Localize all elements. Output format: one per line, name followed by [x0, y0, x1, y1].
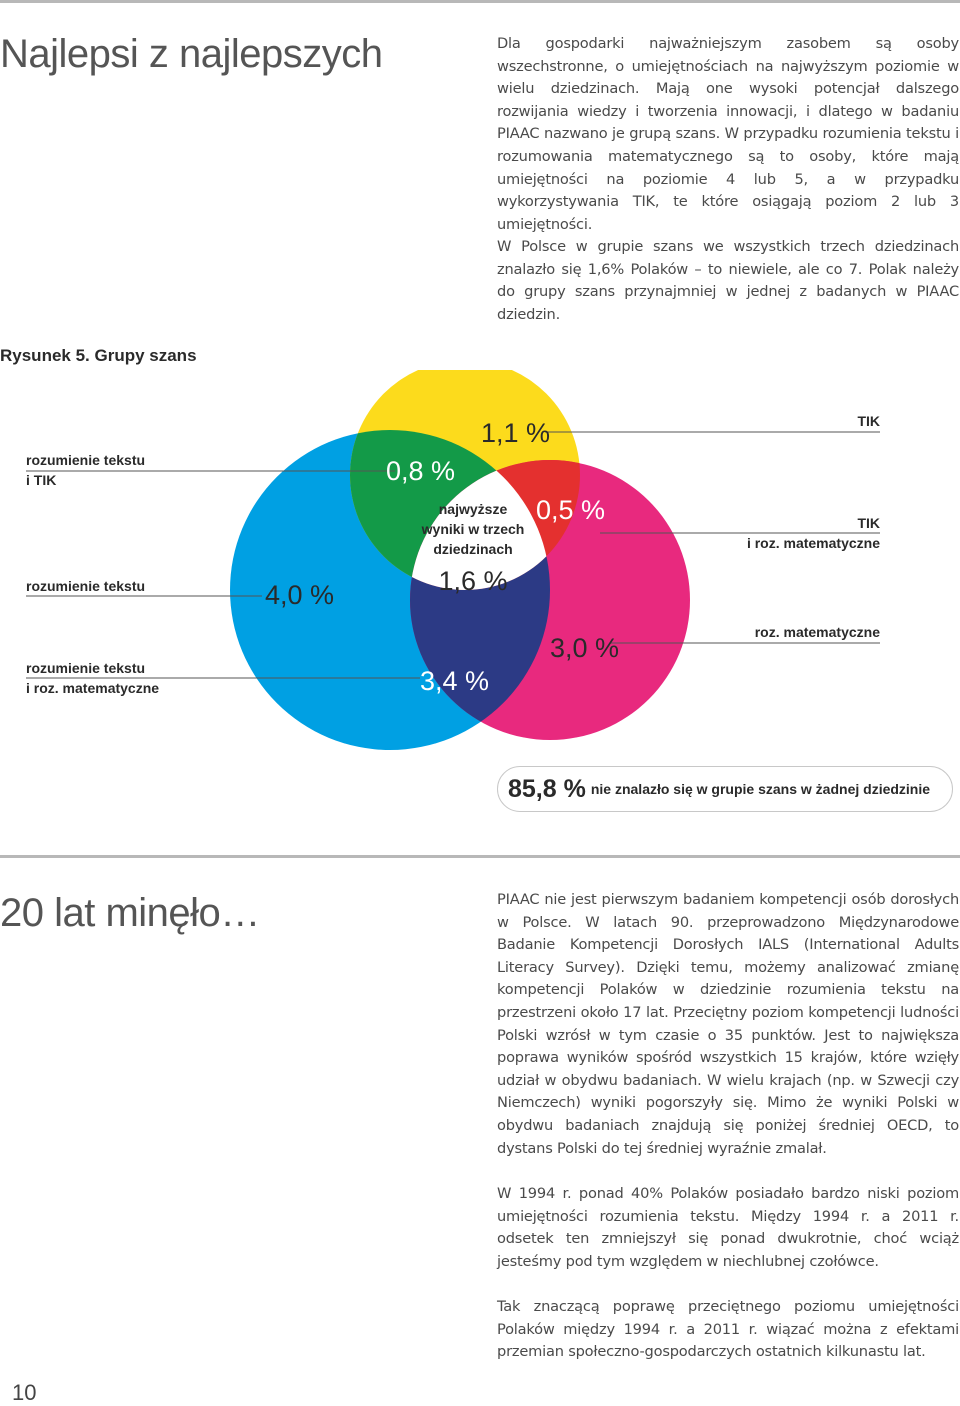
value-tik-math: 0,5 % [536, 495, 605, 525]
label-reading-math: rozumienie tekstu i roz. matematyczne [26, 660, 159, 696]
paragraph-20-years-2: W 1994 r. ponad 40% Polaków posiadało ba… [497, 1185, 959, 1270]
section-title-20-years: 20 lat minęło… [0, 891, 260, 935]
venn-diagram: rozumienie tekstu i TIK rozumienie tekstu… [26, 370, 880, 750]
top-rule [0, 0, 960, 3]
summary-pill: 85,8 % nie znalazło się w grupie szans w… [497, 766, 953, 812]
label-tik: TIK [857, 413, 880, 429]
page-number: 10 [12, 1380, 37, 1405]
value-reading-tik: 0,8 % [386, 456, 455, 486]
label-tik-math: TIK i roz. matematyczne [747, 515, 880, 551]
summary-value: 85,8 % [508, 774, 586, 803]
value-math-only: 3,0 % [550, 633, 619, 663]
venn-overlap-all [410, 460, 550, 590]
paragraph-20-years-1: PIAAC nie jest pierwszym badaniem kompet… [497, 891, 959, 1157]
paragraph-20-years-3: Tak znaczącą poprawę przeciętnego poziom… [497, 1298, 959, 1361]
paragraph-best-2: W Polsce w grupie szans we wszystkich tr… [497, 238, 959, 323]
label-math: roz. matematyczne [755, 624, 880, 640]
section-title-best: Najlepsi z najlepszych [0, 32, 383, 76]
label-reading: rozumienie tekstu [26, 578, 145, 594]
value-all-three: 1,6 % [438, 566, 507, 596]
paragraph-best-1: Dla gospodarki najważniejszym zasobem są… [497, 35, 959, 233]
value-reading-math: 3,4 % [420, 666, 489, 696]
center-text: najwyższe wyniki w trzech dziedzinach [421, 501, 525, 557]
label-reading-tik: rozumienie tekstu i TIK [26, 452, 145, 488]
value-tik-only: 1,1 % [481, 418, 550, 448]
middle-rule [0, 855, 960, 858]
value-reading-only: 4,0 % [265, 580, 334, 610]
summary-text: nie znalazło się w grupie szans w żadnej… [590, 781, 931, 797]
figure-caption: Rysunek 5. Grupy szans [0, 346, 197, 365]
